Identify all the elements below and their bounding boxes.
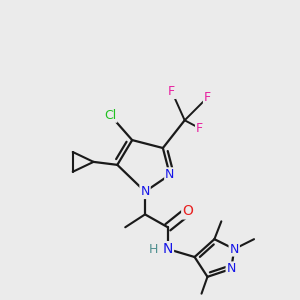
- Text: H: H: [148, 243, 158, 256]
- Text: F: F: [204, 91, 211, 104]
- Text: O: O: [182, 204, 193, 218]
- Text: N: N: [165, 168, 175, 181]
- Text: Cl: Cl: [104, 109, 116, 122]
- Text: N: N: [226, 262, 236, 275]
- Text: F: F: [196, 122, 203, 135]
- Text: N: N: [140, 185, 150, 198]
- Text: F: F: [168, 85, 175, 98]
- Text: N: N: [163, 242, 173, 256]
- Text: N: N: [230, 243, 239, 256]
